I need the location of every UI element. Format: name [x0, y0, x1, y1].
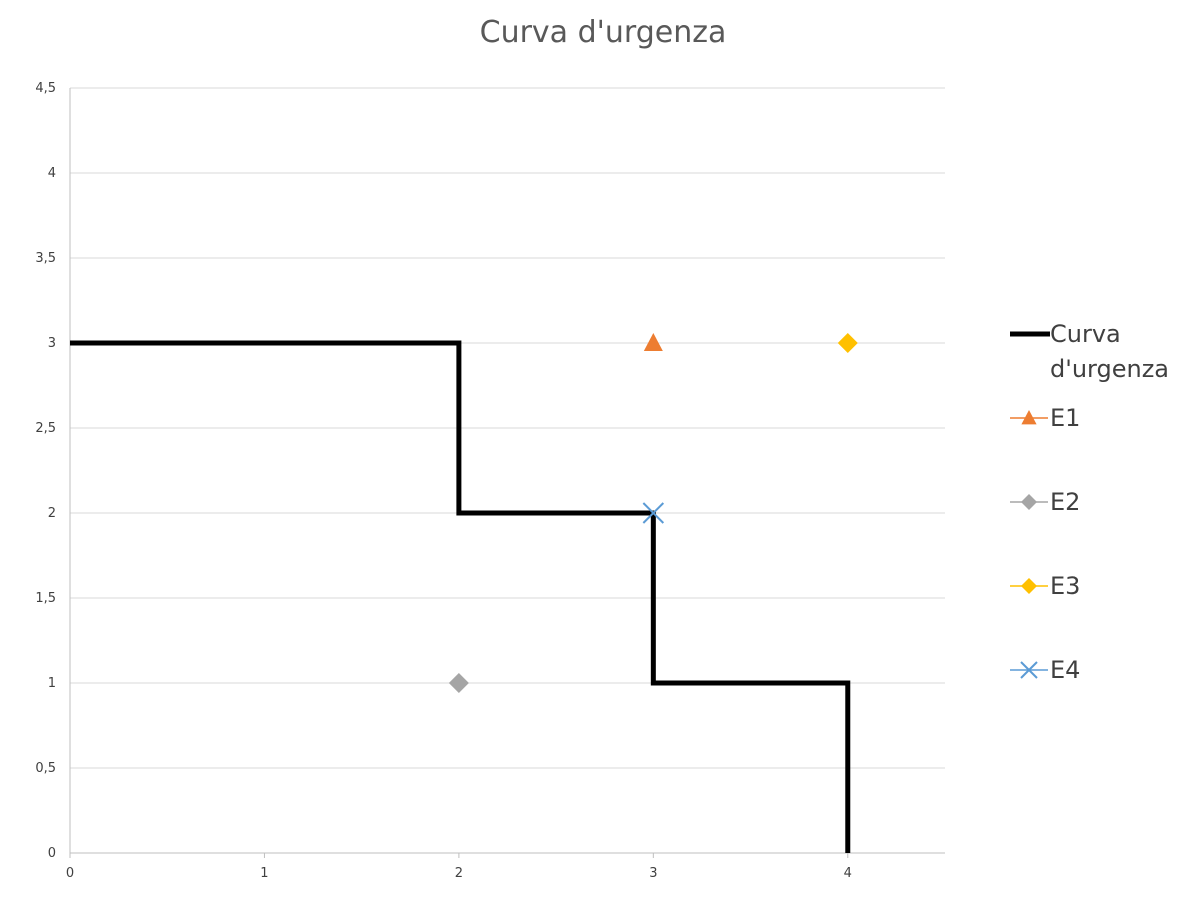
y-tick-label: 1	[48, 676, 56, 691]
data-point-e4-stroke	[642, 502, 665, 524]
y-tick-label: 4,5	[35, 81, 56, 96]
y-tick-label: 0	[48, 846, 56, 861]
chart-title: Curva d'urgenza	[480, 15, 727, 50]
legend-item: E1	[1010, 404, 1080, 432]
legend-swatch-marker	[1021, 494, 1037, 510]
y-tick-label: 3	[48, 336, 56, 351]
y-tick-label: 4	[48, 166, 56, 181]
y-tick-label: 3,5	[35, 251, 56, 266]
data-point-e4	[642, 502, 665, 524]
x-tick-label: 2	[455, 866, 463, 881]
y-tick-label: 2	[48, 506, 56, 521]
data-point-e3	[837, 333, 858, 353]
legend-item: E2	[1010, 488, 1080, 516]
x-tick-label: 1	[260, 866, 268, 881]
legend-item: Curva d'urgenza	[1010, 320, 1169, 383]
x-tick-label: 3	[649, 866, 657, 881]
legend-label: Curva d'urgenza	[1050, 320, 1169, 383]
legend-item: E4	[1010, 656, 1080, 684]
legend-label-line: d'urgenza	[1050, 355, 1169, 383]
y-tick-label: 0,5	[35, 761, 56, 776]
legend-swatch-marker-stroke	[1020, 661, 1038, 679]
y-tick-label: 1,5	[35, 591, 56, 606]
y-tick-label: 2,5	[35, 421, 56, 436]
legend-swatch-marker	[1020, 661, 1038, 679]
legend-swatch-marker	[1021, 578, 1037, 594]
legend-label: E3	[1050, 572, 1080, 600]
legend-label: E2	[1050, 488, 1080, 516]
legend-label: E4	[1050, 656, 1080, 684]
data-point-e1	[643, 333, 663, 351]
x-tick-label: 0	[66, 866, 74, 881]
data-point-e2	[448, 673, 469, 693]
legend-label: E1	[1050, 404, 1080, 432]
x-tick-label: 4	[844, 866, 852, 881]
legend-item: E3	[1010, 572, 1080, 600]
legend-label-line: Curva	[1050, 320, 1121, 348]
legend-swatch-marker	[1021, 410, 1037, 425]
